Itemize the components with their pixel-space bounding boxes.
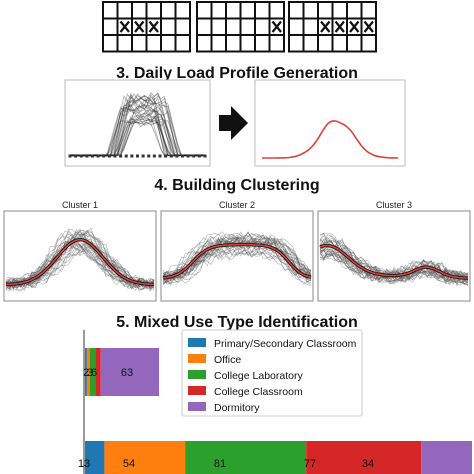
bar-data-label: 34 xyxy=(362,458,374,470)
x-mark-icon xyxy=(363,20,374,33)
bar-data-label: 2 xyxy=(83,367,89,379)
grid-2 xyxy=(196,1,285,53)
bar-segment xyxy=(89,348,96,396)
grid-3 xyxy=(288,1,377,53)
raw-load-profiles-panel xyxy=(64,79,211,167)
legend-swatch xyxy=(188,402,206,411)
legend-label: College Classroom xyxy=(214,386,303,398)
daily-profile-line xyxy=(262,120,399,159)
bar-data-label: 13 xyxy=(78,458,90,470)
legend-label: Office xyxy=(214,354,241,366)
legend-item: College Laboratory xyxy=(188,370,303,382)
bar-segment xyxy=(85,441,105,474)
x-mark-icon xyxy=(119,20,130,33)
bar-segment xyxy=(100,348,159,396)
x-mark-icon xyxy=(271,20,282,33)
bar-data-label: 6 xyxy=(91,367,97,379)
bar-segment xyxy=(185,441,307,474)
grid-row xyxy=(102,1,377,53)
cluster-2-title: Cluster 2 xyxy=(219,200,255,210)
bar-segment xyxy=(421,441,472,474)
bar-segment xyxy=(86,348,90,396)
bar-segment xyxy=(104,441,186,474)
x-mark-icon xyxy=(320,20,331,33)
cluster-1-panel xyxy=(3,210,157,302)
legend-label: Primary/Secondary Classroom xyxy=(214,338,357,350)
x-mark-icon xyxy=(148,20,159,33)
grid-1 xyxy=(102,1,191,53)
step4-title: 4. Building Clustering xyxy=(154,177,319,194)
legend: Primary/Secondary Classroom Office College… xyxy=(181,329,363,417)
legend-item: Primary/Secondary Classroom xyxy=(188,338,357,350)
legend-item: Office xyxy=(188,354,241,366)
raw-load-profile-lines xyxy=(68,92,207,158)
mixed-use-chart: 236 63 13 54 81 77 34 xyxy=(78,330,472,474)
cluster-3-title: Cluster 3 xyxy=(376,200,412,210)
x-mark-icon xyxy=(134,20,145,33)
bar-segment xyxy=(306,441,422,474)
cluster-1-title: Cluster 1 xyxy=(62,200,98,210)
legend-swatch xyxy=(188,370,206,379)
legend-item: College Classroom xyxy=(188,386,303,398)
x-mark-icon xyxy=(349,20,360,33)
bar-data-label: 63 xyxy=(121,367,133,379)
bar-data-label: 77 xyxy=(304,458,316,470)
bar-segment xyxy=(95,348,101,396)
legend-swatch xyxy=(188,354,206,363)
bar-data-label: 81 xyxy=(214,458,226,470)
cluster-3-panel xyxy=(317,210,471,302)
bar-data-label: 3 xyxy=(87,367,93,379)
daily-profile-panel xyxy=(254,79,406,167)
legend-label: College Laboratory xyxy=(214,370,303,382)
bar-segment xyxy=(85,348,87,396)
legend-label: Dormitory xyxy=(214,402,260,414)
bar-data-label: 54 xyxy=(123,458,135,470)
right-arrow-icon xyxy=(219,106,248,140)
legend-swatch xyxy=(188,386,206,395)
step3-title: 3. Daily Load Profile Generation xyxy=(116,65,358,82)
x-mark-icon xyxy=(334,20,345,33)
legend-item: Dormitory xyxy=(188,402,260,414)
legend-swatch xyxy=(188,338,206,347)
step5-title: 5. Mixed Use Type Identification xyxy=(116,314,358,331)
cluster-2-panel xyxy=(160,210,314,302)
